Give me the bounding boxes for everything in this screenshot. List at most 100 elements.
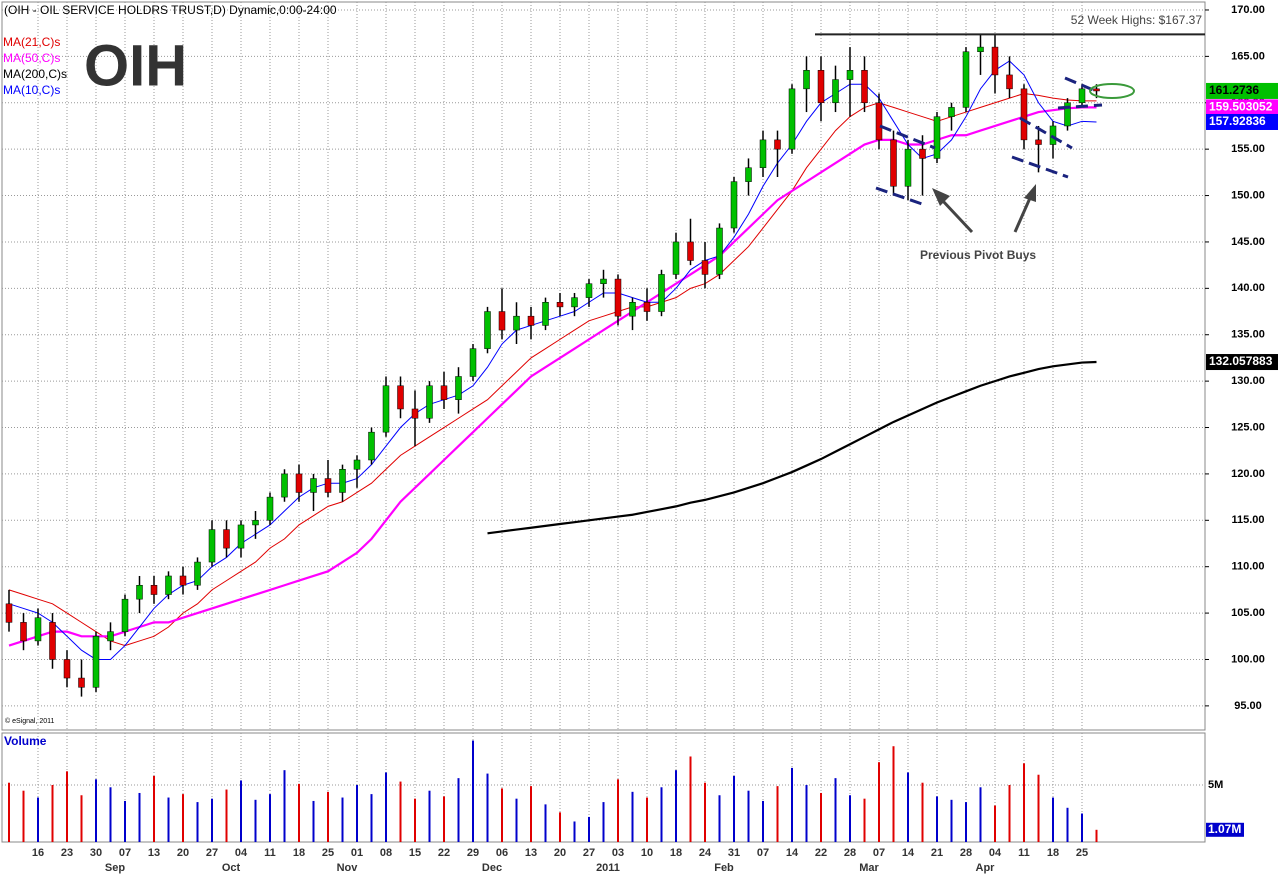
x-tick-label: 28 [844, 847, 856, 859]
x-tick-label: 24 [699, 847, 712, 859]
last-value-tag: 132.057883 [1209, 354, 1273, 368]
x-tick-label: 14 [902, 847, 915, 859]
x-tick-label: 15 [409, 847, 421, 859]
x-tick-label: 13 [148, 847, 160, 859]
volume-bar [820, 792, 822, 842]
candle-body [919, 148, 926, 159]
candle-body [78, 677, 85, 688]
month-label: Oct [222, 862, 241, 874]
candle-body [629, 302, 636, 317]
volume-bar [965, 802, 967, 842]
x-tick-label: 20 [554, 847, 566, 859]
volume-bar [370, 794, 373, 842]
last-value-tag-bg [1206, 99, 1278, 116]
candle-body [643, 302, 651, 312]
candle-body [208, 529, 216, 563]
trendlines [875, 76, 1103, 207]
candle-body [194, 561, 201, 586]
y-tick-label: 145.00 [1231, 236, 1265, 248]
x-tick-label: 31 [728, 847, 740, 859]
volume-bar [240, 780, 242, 842]
x-tick-label: 20 [177, 847, 189, 859]
volume-tick-label: 5M [1208, 779, 1223, 791]
volume-bar [892, 746, 895, 842]
candle-body [614, 278, 622, 317]
volume-bar [428, 790, 431, 842]
x-tick-label: 27 [583, 847, 595, 859]
y-tick-label: 155.00 [1231, 143, 1265, 155]
y-tick-label: 140.00 [1231, 282, 1265, 294]
legend-entry: MA(21,C)s [3, 35, 60, 49]
volume-bar [704, 782, 706, 842]
y-tick-label: 170.00 [1231, 4, 1265, 16]
volume-bar [950, 799, 953, 842]
volume-tag-bg [1206, 822, 1244, 837]
month-label: Nov [337, 862, 359, 874]
candle-body [817, 70, 825, 104]
x-tick-label: 18 [1047, 847, 1059, 859]
candle-body [295, 473, 303, 493]
highlight-ellipse [1089, 83, 1135, 99]
volume-bar [994, 805, 996, 842]
month-label: Feb [714, 862, 734, 874]
y-tick-label: 105.00 [1231, 607, 1265, 619]
candle-body [977, 46, 984, 52]
ma-line [8, 106, 1097, 647]
volume-bar [225, 789, 228, 842]
volume-bar [834, 778, 837, 842]
x-tick-label: 18 [670, 847, 682, 859]
candle-body [875, 102, 883, 141]
candle-body [861, 70, 868, 104]
candle-body [237, 524, 245, 549]
volume-bar [602, 802, 605, 842]
volume-bar [530, 786, 532, 842]
volume-bar [791, 767, 793, 842]
candle-body [716, 227, 723, 275]
volume-bar [921, 782, 924, 842]
volume-bar [8, 782, 10, 842]
candle-body [136, 585, 143, 600]
x-tick-label: 25 [1076, 847, 1088, 859]
volume-bar [269, 794, 271, 842]
volume-bar [805, 784, 808, 842]
volume-bar [22, 790, 25, 842]
x-tick-label: 13 [525, 847, 537, 859]
y-tick-label: 100.00 [1231, 653, 1265, 665]
volume-bar [849, 795, 851, 842]
volume-bar [907, 772, 909, 842]
volume-bar [124, 800, 126, 842]
volume-bar [588, 816, 590, 842]
x-tick-label: 14 [786, 847, 799, 859]
volume-bar [936, 796, 938, 842]
y-tick-label: 115.00 [1231, 514, 1264, 526]
candle-body [484, 311, 491, 349]
candle-body [1020, 88, 1028, 141]
volume-bar [863, 798, 866, 842]
volume-bar [762, 800, 764, 842]
x-tick-label: 22 [815, 847, 827, 859]
volume-bar [1037, 774, 1040, 842]
volume-bar [153, 775, 155, 842]
volume-bar [385, 772, 387, 842]
last-value-tag-bg [1206, 354, 1278, 371]
x-tick-label: 04 [235, 847, 248, 859]
x-tick-label: 16 [32, 847, 44, 859]
candle-body [600, 278, 607, 284]
ma-line [8, 92, 1097, 647]
candle-body [107, 631, 114, 642]
candle-body [339, 469, 346, 493]
volume-bar [341, 797, 344, 842]
candle-body [962, 51, 970, 108]
candle-body [5, 603, 13, 623]
candle-body [382, 385, 390, 433]
volume-bar [544, 804, 547, 842]
candle-body [759, 139, 767, 168]
volume-bar [80, 795, 83, 842]
volume-bar [718, 795, 721, 842]
marks [5, 34, 1100, 842]
candle-body [63, 659, 71, 679]
candle-body [310, 478, 317, 493]
volume-bar [733, 775, 735, 842]
price-panel [1, 1, 1206, 731]
